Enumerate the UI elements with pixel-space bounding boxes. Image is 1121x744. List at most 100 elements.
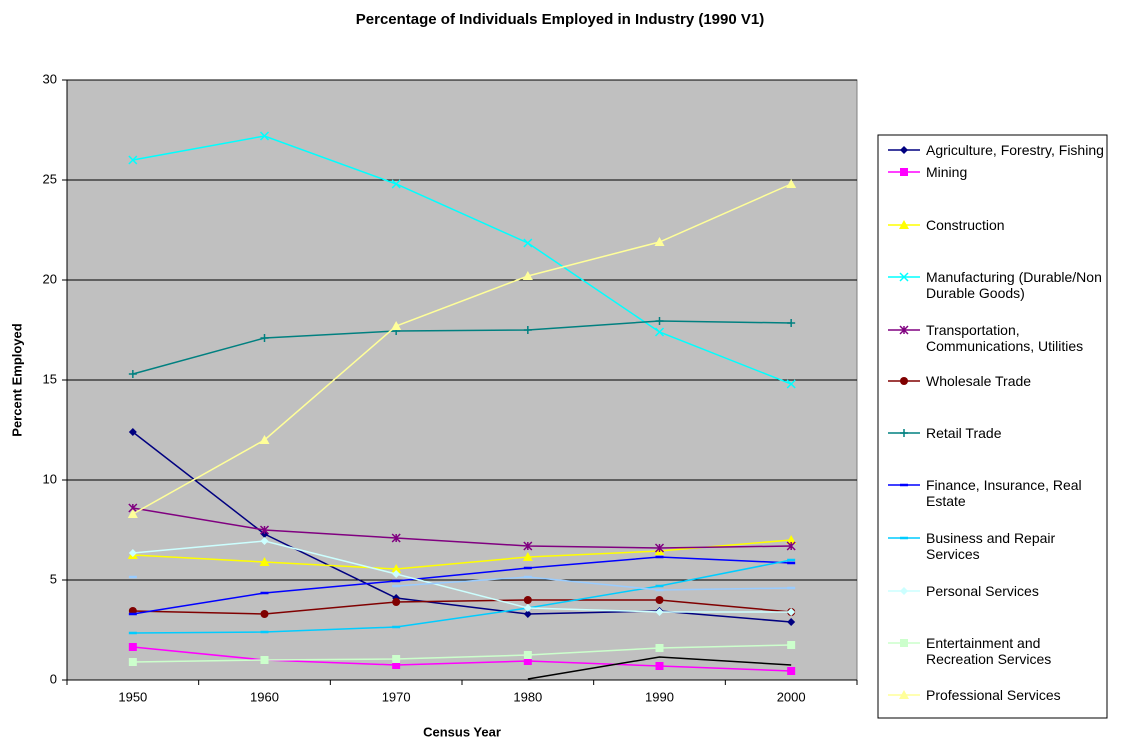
series-line (132, 183, 792, 515)
marker (128, 155, 138, 165)
legend-label: Agriculture, Forestry, Fishing (926, 142, 1104, 158)
y-tick-label: 20 (43, 271, 57, 286)
marker (899, 690, 909, 699)
marker (786, 535, 797, 544)
marker (899, 272, 909, 282)
series-line (132, 539, 792, 570)
marker (900, 377, 908, 385)
marker (655, 596, 664, 604)
marker (523, 238, 533, 248)
marker (392, 570, 401, 578)
marker (900, 639, 908, 647)
legend-label: Business and Repair Services (926, 530, 1056, 562)
x-axis-label: Census Year (423, 724, 501, 739)
marker (523, 657, 532, 665)
x-tick-label: 1980 (513, 689, 542, 704)
legend-label: Mining (926, 164, 968, 180)
x-tick-label: 1960 (250, 689, 279, 704)
legend-label: Entertainment and Recreation Services (926, 635, 1052, 667)
marker (787, 319, 796, 327)
marker (523, 610, 532, 618)
y-tick-label: 5 (50, 571, 57, 586)
marker (655, 317, 664, 325)
marker (128, 428, 137, 436)
marker (899, 220, 909, 229)
legend-box (877, 134, 1108, 719)
marker (392, 598, 401, 606)
marker (523, 326, 532, 334)
marker (786, 179, 797, 188)
marker (259, 557, 270, 566)
series-line (132, 599, 792, 615)
chart-title: Percentage of Individuals Employed in In… (356, 11, 764, 28)
marker (899, 325, 909, 335)
marker (128, 643, 137, 651)
marker (787, 618, 796, 626)
marker (786, 379, 796, 389)
y-tick-label: 30 (43, 71, 57, 86)
marker (391, 564, 402, 573)
series-line (132, 431, 792, 623)
marker (259, 131, 270, 141)
x-tick-label: 1970 (382, 689, 411, 704)
x-tick-label: 2000 (777, 689, 806, 704)
marker (523, 596, 532, 604)
marker (900, 429, 908, 437)
marker (787, 608, 796, 616)
marker (523, 604, 532, 612)
y-tick-label: 0 (50, 671, 57, 686)
marker (786, 541, 796, 551)
series-line (132, 135, 792, 385)
legend-label: Wholesale Trade (926, 373, 1032, 389)
marker (787, 641, 796, 649)
legend-label: Manufacturing (Durable/Non Durable Goods… (926, 269, 1102, 301)
marker (522, 552, 533, 561)
marker (259, 525, 270, 535)
marker (900, 146, 908, 154)
y-tick-label: 10 (43, 471, 57, 486)
marker (127, 509, 138, 518)
legend-label: Construction (926, 217, 1005, 233)
marker (654, 543, 665, 553)
marker (654, 237, 665, 246)
marker (392, 655, 401, 663)
marker (522, 271, 533, 280)
x-tick-label: 1950 (118, 689, 147, 704)
legend-label: Retail Trade (926, 425, 1002, 441)
y-axis-label: Percent Employed (9, 323, 24, 436)
marker (260, 334, 269, 342)
marker (391, 179, 401, 189)
marker (654, 327, 665, 337)
legend-label: Professional Services (926, 687, 1061, 703)
marker (128, 658, 137, 666)
series-line (132, 507, 792, 549)
marker (259, 435, 270, 444)
series-line (527, 656, 792, 680)
series-line (132, 644, 792, 663)
marker (260, 610, 269, 618)
series-line (132, 646, 792, 672)
marker (392, 661, 401, 669)
series-line (132, 320, 792, 375)
marker (655, 644, 664, 652)
marker (655, 662, 664, 670)
marker (391, 321, 402, 330)
marker (900, 168, 908, 176)
marker (655, 608, 664, 616)
series-line (396, 576, 792, 591)
series-line (132, 556, 792, 615)
marker (787, 667, 796, 675)
marker (523, 651, 532, 659)
marker (900, 587, 908, 595)
legend-label: Transportation, Communications, Utilitie… (926, 322, 1084, 354)
x-tick-label: 1990 (645, 689, 674, 704)
legend-label: Finance, Insurance, Real Estate (926, 477, 1082, 509)
marker (523, 541, 533, 551)
legend-label: Personal Services (926, 583, 1039, 599)
marker (128, 549, 137, 557)
y-tick-label: 25 (43, 171, 57, 186)
marker (260, 656, 269, 664)
marker (128, 370, 137, 378)
